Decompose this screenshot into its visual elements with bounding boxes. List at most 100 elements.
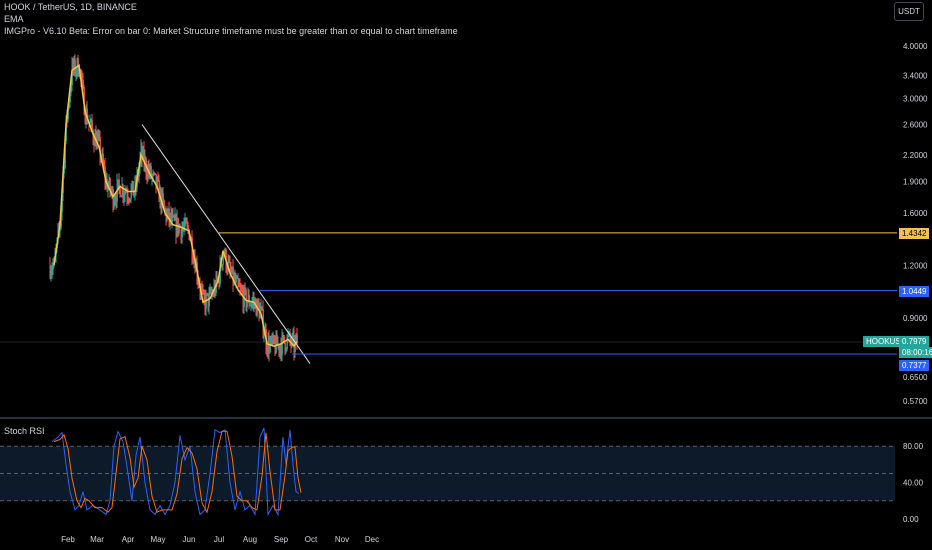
candle-body — [103, 164, 105, 167]
ema-legend[interactable]: EMA — [4, 14, 24, 24]
price-tick-label: 4.0000 — [903, 42, 928, 51]
candle-body — [154, 173, 156, 175]
candle-body — [75, 71, 77, 74]
candle-body — [161, 193, 163, 209]
candle-body — [132, 180, 134, 196]
time-tick-label: Aug — [243, 535, 257, 544]
candle-body — [203, 292, 205, 298]
price-tick-label: 0.9000 — [903, 314, 928, 323]
candle-body — [274, 342, 276, 353]
candle-body — [283, 335, 285, 343]
candle-body — [173, 216, 175, 221]
candle-body — [259, 309, 261, 319]
candle-body — [93, 139, 95, 147]
candle-body — [236, 278, 238, 280]
candle-body — [270, 336, 272, 343]
candle-body — [251, 301, 253, 305]
candle-body — [202, 290, 204, 293]
candle-body — [115, 199, 117, 202]
imgpro-legend[interactable]: IMGPro - V6.10 Beta: Error on bar 0: Mar… — [4, 26, 458, 36]
candle-body — [234, 276, 236, 283]
candle-body — [122, 185, 124, 197]
time-tick-label: Oct — [305, 535, 318, 544]
last-price-tag: 0.7979 — [899, 336, 930, 347]
axis-layer: 4.0000 3.4000 3.0000 2.6000 2.2000 1.9000 1.60… — [61, 42, 928, 544]
candle-body — [112, 188, 114, 208]
candle-body — [246, 302, 248, 308]
candle-body — [276, 334, 278, 346]
candle-body — [261, 306, 263, 310]
candle-body — [248, 294, 250, 306]
candle-body — [60, 211, 62, 228]
candle-body — [266, 347, 268, 354]
candle-body — [146, 172, 148, 177]
candle-body — [181, 228, 183, 238]
candle-body — [255, 300, 257, 316]
candle-body — [107, 185, 109, 191]
candle-body — [138, 167, 140, 177]
candle-body — [84, 114, 86, 123]
candle-body — [141, 146, 143, 159]
candle-body — [49, 265, 51, 277]
candle-body — [279, 345, 281, 351]
candle-body — [201, 287, 203, 291]
stoch-rsi-title[interactable]: Stoch RSI — [4, 426, 45, 436]
candle-body — [118, 179, 120, 186]
candle-body — [70, 85, 72, 93]
candle-body — [99, 137, 101, 158]
time-tick-label: Mar — [90, 535, 104, 544]
stoch-tick-label: 0.00 — [903, 515, 919, 524]
time-tick-label: Apr — [122, 535, 135, 544]
candle-body — [221, 264, 223, 267]
candle-body — [163, 200, 165, 208]
candle-body — [104, 166, 106, 181]
candle-body — [169, 213, 171, 221]
candle-body — [76, 58, 78, 72]
candle-body — [59, 227, 61, 230]
candle-body — [101, 153, 103, 160]
candle-body — [235, 278, 237, 283]
candle-body — [285, 349, 287, 351]
candle-body — [155, 173, 157, 187]
candle-body — [167, 208, 169, 214]
candle-body — [74, 59, 76, 74]
candle-body — [98, 136, 100, 138]
candle-body — [174, 215, 176, 221]
candle-body — [81, 78, 83, 80]
candle-body — [102, 153, 104, 165]
candle-body — [272, 335, 274, 342]
candle-body — [68, 102, 70, 107]
candle-body — [241, 289, 243, 293]
blue-lower-level-tag: 0.7377 — [899, 360, 930, 371]
currency-button[interactable]: USDT — [894, 2, 924, 21]
candle-body — [150, 166, 152, 178]
candle-body — [209, 290, 211, 293]
candle-body — [164, 207, 166, 211]
candle-body — [144, 158, 146, 165]
candle-body — [244, 287, 246, 290]
price-tick-label: 0.6500 — [903, 373, 928, 382]
candle-body — [142, 149, 144, 159]
stoch-d-line — [53, 430, 302, 514]
time-tick-label: Jul — [214, 535, 224, 544]
candle-body — [69, 92, 71, 103]
time-tick-label: Nov — [335, 535, 349, 544]
candle-body — [253, 299, 255, 304]
overlay-lines-layer — [53, 63, 897, 364]
candle-body — [140, 146, 142, 158]
symbol-legend[interactable]: HOOK / TetherUS, 1D, BINANCE — [4, 2, 137, 12]
candle-body — [186, 222, 188, 226]
price-tick-label: 3.0000 — [903, 94, 928, 103]
candle-body — [216, 276, 218, 282]
stoch-tick-label: 80.00 — [903, 442, 924, 451]
trendline — [141, 124, 311, 364]
candle-body — [286, 336, 288, 350]
candle-body — [292, 334, 294, 337]
candle-body — [271, 336, 273, 342]
candle-body — [187, 225, 189, 230]
candle-body — [212, 293, 214, 295]
candle-body — [149, 166, 151, 174]
price-tick-label: 3.4000 — [903, 72, 928, 81]
countdown-tag: 08:00:16 — [899, 347, 932, 358]
